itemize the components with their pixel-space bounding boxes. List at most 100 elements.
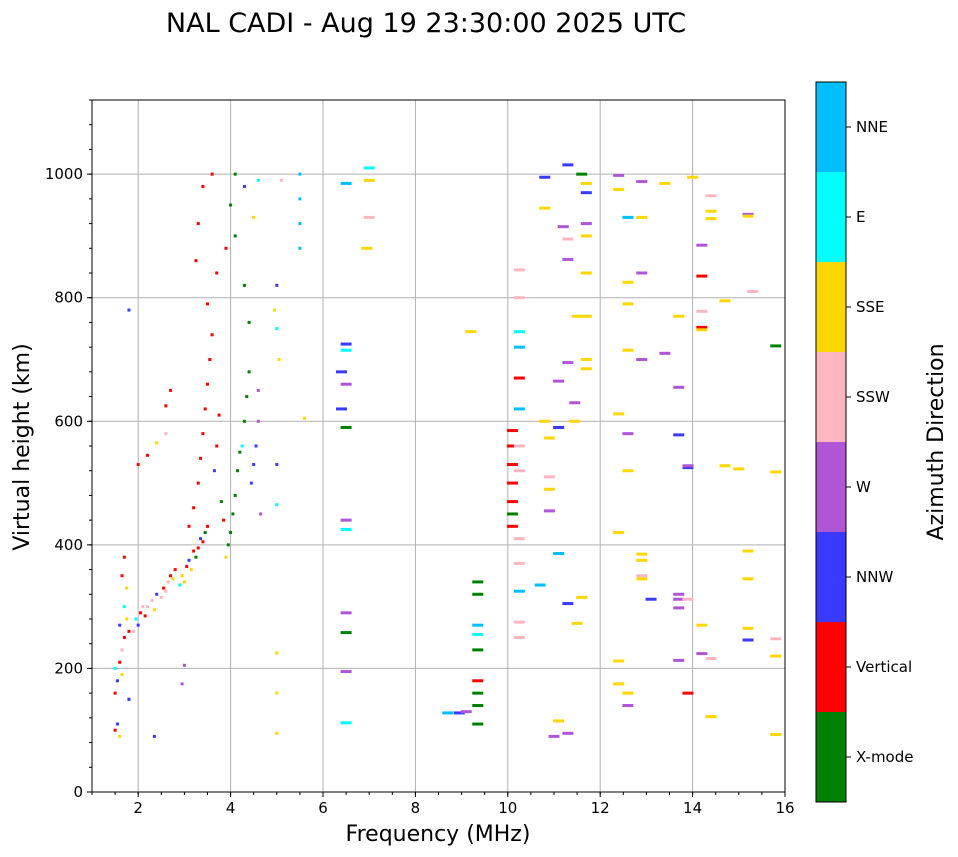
echo-mark xyxy=(215,444,219,448)
echo-mark xyxy=(580,314,592,318)
y-tick-label: 600 xyxy=(54,412,83,430)
echo-mark xyxy=(242,185,246,188)
echo-mark xyxy=(141,605,145,609)
echo-mark xyxy=(747,290,759,294)
echo-mark xyxy=(687,175,699,179)
echo-mark xyxy=(159,595,163,599)
echo-mark xyxy=(548,734,560,738)
x-tick-label: 6 xyxy=(318,799,328,817)
echo-mark xyxy=(152,734,156,738)
echo-mark xyxy=(636,574,648,578)
echo-mark xyxy=(506,444,518,448)
echo-mark xyxy=(513,345,525,349)
echo-mark xyxy=(705,217,717,221)
echo-mark xyxy=(226,543,230,547)
echo-mark xyxy=(201,185,205,188)
echo-mark xyxy=(122,605,126,609)
echo-mark xyxy=(622,215,634,219)
echo-mark xyxy=(139,611,143,615)
echo-mark xyxy=(208,358,212,361)
echo-mark xyxy=(189,568,193,572)
echo-mark xyxy=(742,214,754,218)
echo-mark xyxy=(178,583,182,587)
colorbar-swatch xyxy=(816,352,846,442)
echo-mark xyxy=(229,203,233,207)
echo-mark xyxy=(613,531,625,534)
echo-mark xyxy=(576,172,588,176)
y-tick-label: 0 xyxy=(73,783,83,801)
echo-mark xyxy=(120,673,124,677)
echo-mark xyxy=(275,463,279,467)
echo-mark xyxy=(201,432,205,436)
echo-mark xyxy=(513,589,525,593)
echo-mark xyxy=(622,691,634,695)
echo-mark xyxy=(215,271,219,275)
colorbar-swatch xyxy=(816,532,846,622)
echo-mark xyxy=(298,197,302,201)
echo-mark xyxy=(275,731,279,735)
echo-mark xyxy=(636,577,648,581)
echo-mark xyxy=(562,731,574,735)
echo-mark xyxy=(206,382,209,386)
echo-mark xyxy=(275,283,279,287)
echo-mark xyxy=(513,444,525,448)
echo-mark xyxy=(562,602,574,606)
echo-mark xyxy=(210,333,214,337)
echo-mark xyxy=(303,416,307,420)
echo-mark xyxy=(169,388,173,392)
colorbar-swatch xyxy=(816,262,846,352)
echo-mark xyxy=(513,620,525,624)
echo-mark xyxy=(733,467,745,471)
echo-mark xyxy=(770,733,782,737)
echo-mark xyxy=(180,682,184,686)
echo-mark xyxy=(696,274,708,278)
plot-background xyxy=(92,100,785,792)
echo-mark xyxy=(187,558,191,562)
echo-mark xyxy=(298,246,302,250)
echo-mark xyxy=(192,549,196,553)
echo-mark xyxy=(705,194,717,198)
echo-mark xyxy=(298,172,302,176)
echo-mark xyxy=(242,419,246,423)
echo-mark xyxy=(506,429,518,433)
echo-mark xyxy=(513,330,525,334)
echo-mark xyxy=(553,379,565,383)
echo-mark xyxy=(613,682,625,686)
echo-mark xyxy=(613,173,625,177)
echo-mark xyxy=(513,636,525,640)
echo-mark xyxy=(682,464,694,468)
colorbar-title: Azimuth Direction xyxy=(924,343,949,540)
echo-mark xyxy=(513,268,525,272)
echo-mark xyxy=(673,433,685,437)
echo-mark xyxy=(742,212,754,216)
echo-mark xyxy=(770,637,782,641)
y-axis-label: Virtual height (km) xyxy=(10,343,35,550)
echo-mark xyxy=(696,243,708,247)
y-axis-ticks: 0 200 400 600 800 1000 xyxy=(45,99,92,801)
echo-mark xyxy=(335,370,347,374)
echo-mark xyxy=(472,580,484,584)
echo-mark xyxy=(233,493,237,497)
echo-mark xyxy=(199,537,203,541)
echo-mark xyxy=(118,734,122,738)
echo-mark xyxy=(513,469,525,473)
echo-mark xyxy=(196,546,200,550)
echo-mark xyxy=(247,320,251,324)
echo-mark xyxy=(155,592,159,596)
echo-mark xyxy=(136,623,140,627)
echo-mark xyxy=(513,407,525,411)
echo-mark xyxy=(256,388,260,392)
echo-mark xyxy=(742,577,754,581)
echo-mark xyxy=(166,580,170,584)
echo-mark xyxy=(340,348,352,352)
echo-mark xyxy=(335,407,347,411)
echo-mark xyxy=(120,574,124,578)
echo-mark xyxy=(682,597,694,601)
echo-mark xyxy=(275,651,279,655)
echo-mark xyxy=(543,509,555,513)
echo-mark xyxy=(472,679,484,683)
echo-mark xyxy=(224,246,228,250)
echo-mark xyxy=(622,302,634,306)
colorbar-frame xyxy=(815,81,847,803)
echo-mark xyxy=(719,299,731,303)
